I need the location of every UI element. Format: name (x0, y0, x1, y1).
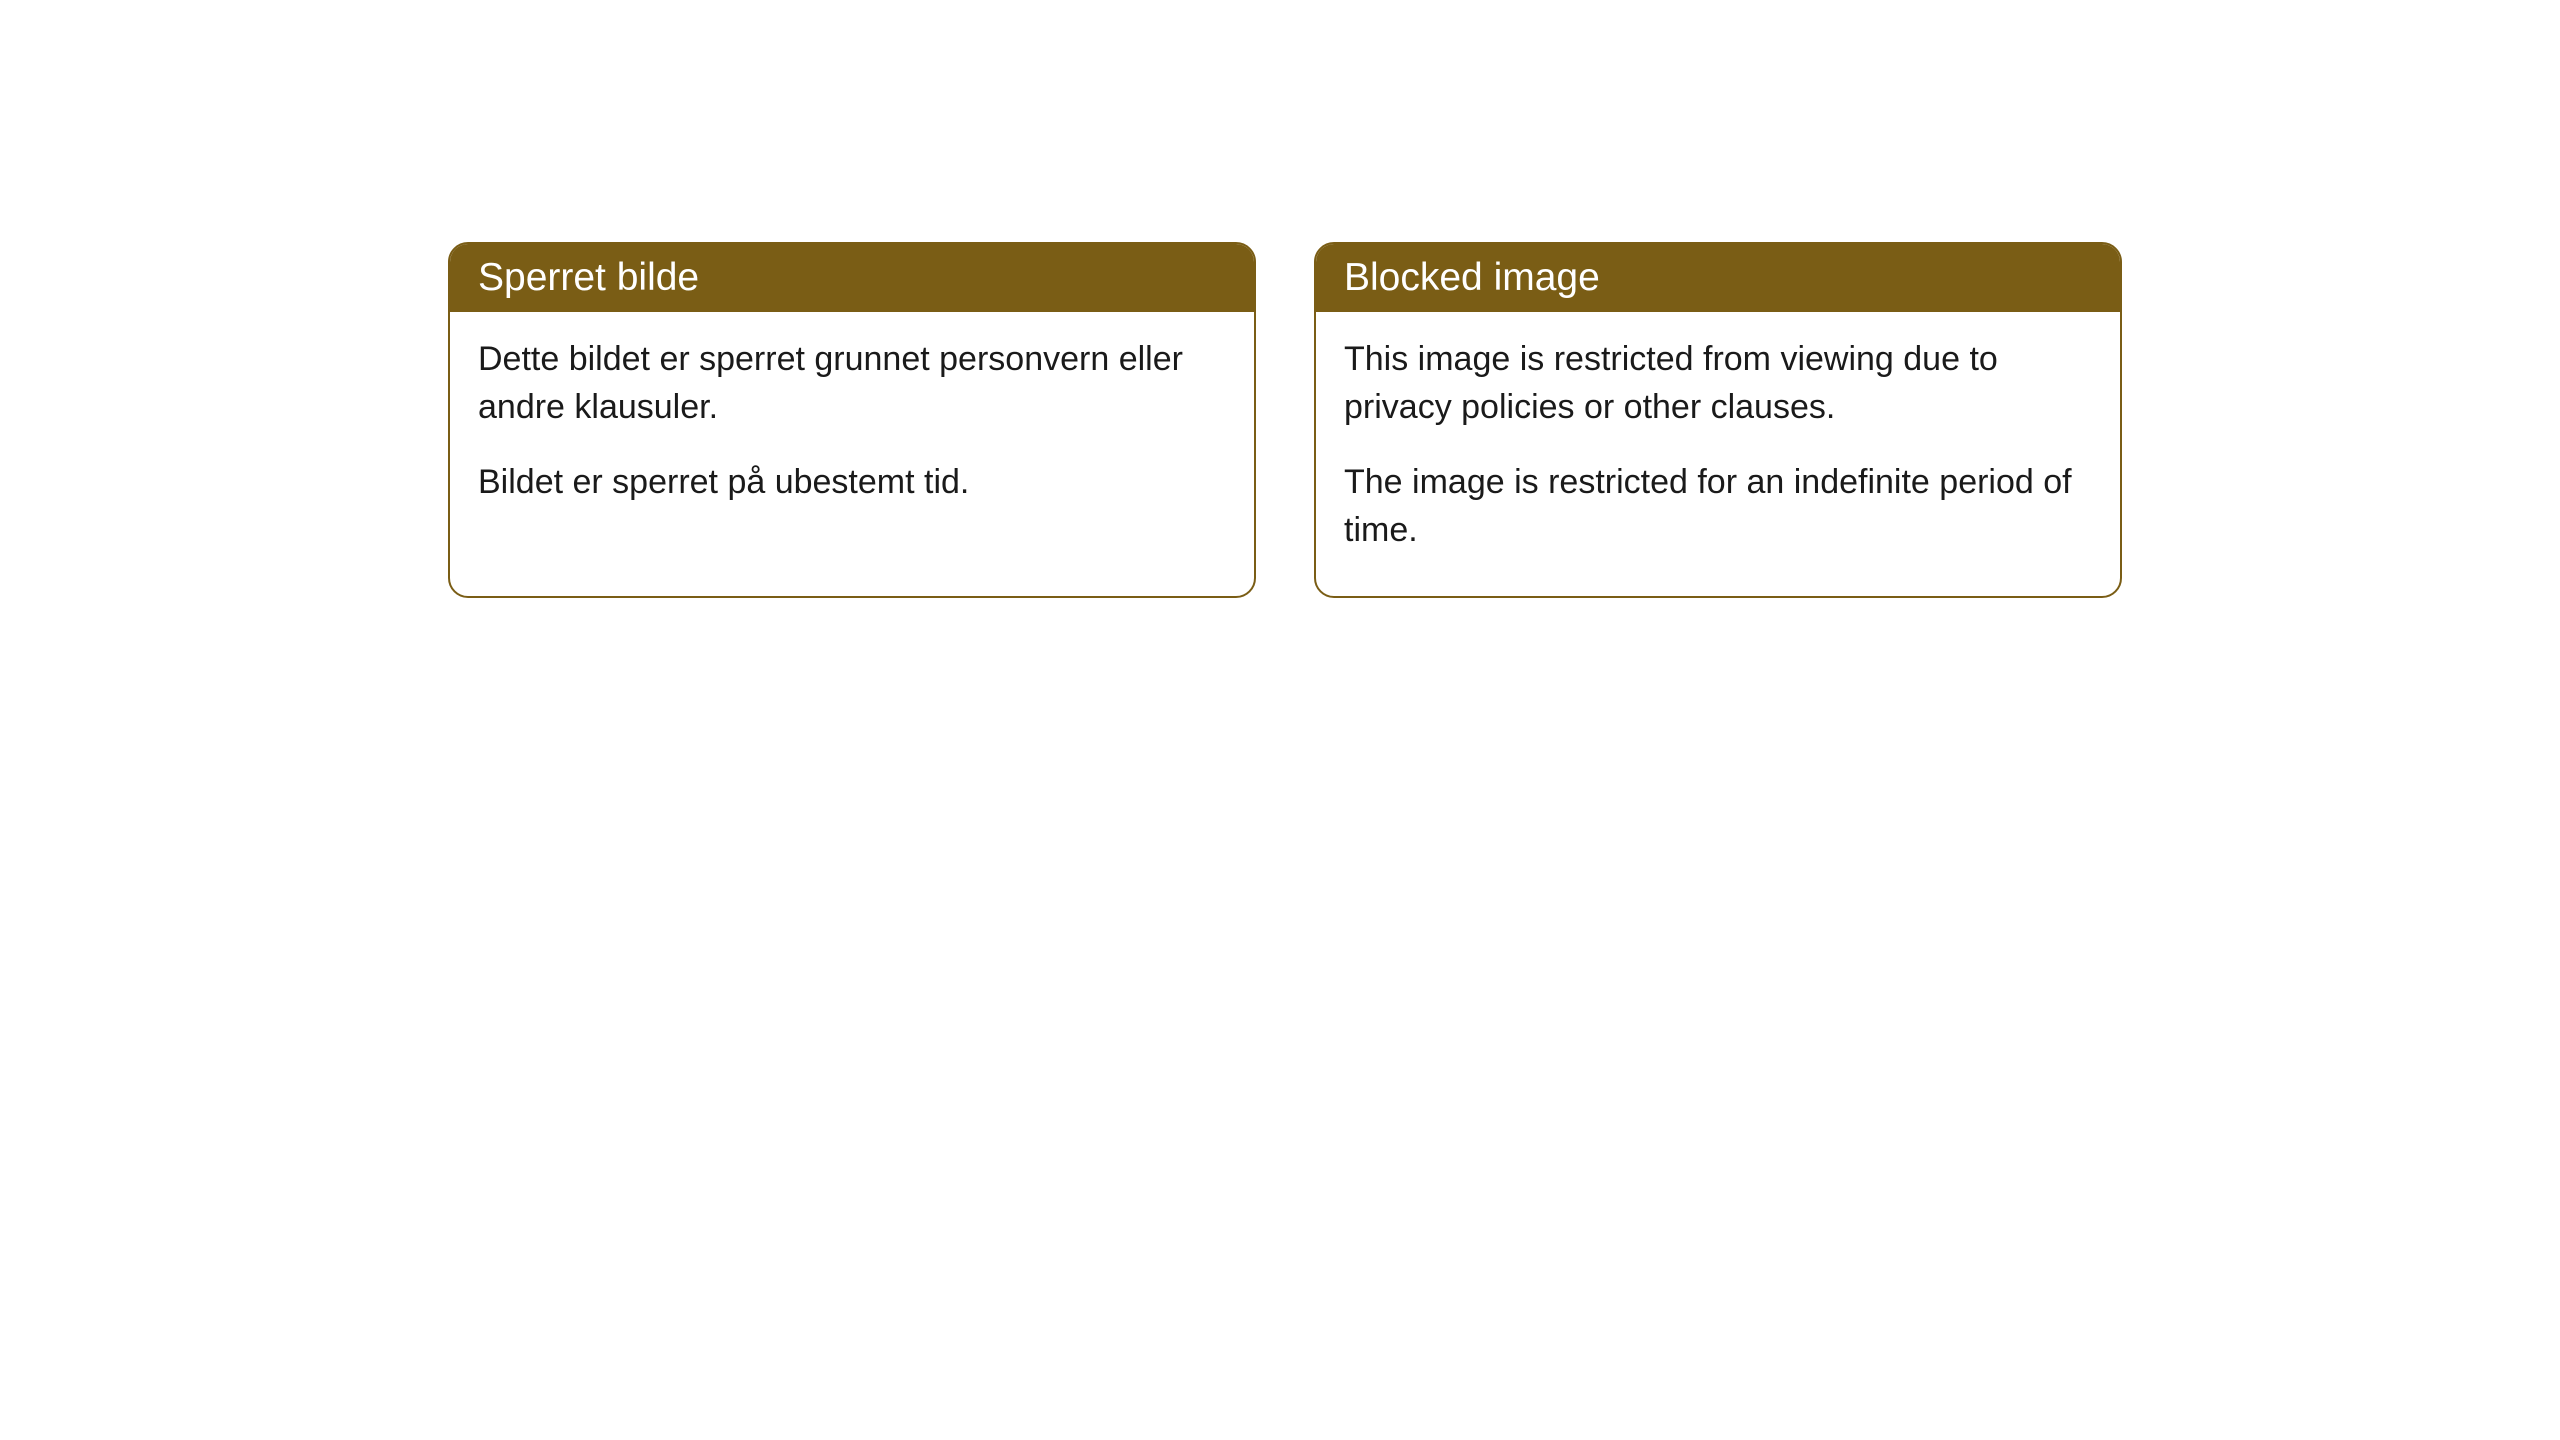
card-body: This image is restricted from viewing du… (1316, 312, 2120, 596)
card-paragraph: The image is restricted for an indefinit… (1344, 459, 2092, 554)
notice-card-english: Blocked image This image is restricted f… (1314, 242, 2122, 598)
card-paragraph: This image is restricted from viewing du… (1344, 336, 2092, 431)
card-paragraph: Dette bildet er sperret grunnet personve… (478, 336, 1226, 431)
card-paragraph: Bildet er sperret på ubestemt tid. (478, 459, 1226, 507)
card-title: Blocked image (1344, 256, 1600, 299)
card-title: Sperret bilde (478, 256, 699, 299)
card-body: Dette bildet er sperret grunnet personve… (450, 312, 1254, 549)
notice-cards-container: Sperret bilde Dette bildet er sperret gr… (448, 242, 2122, 598)
notice-card-norwegian: Sperret bilde Dette bildet er sperret gr… (448, 242, 1256, 598)
card-header: Blocked image (1316, 244, 2120, 312)
card-header: Sperret bilde (450, 244, 1254, 312)
